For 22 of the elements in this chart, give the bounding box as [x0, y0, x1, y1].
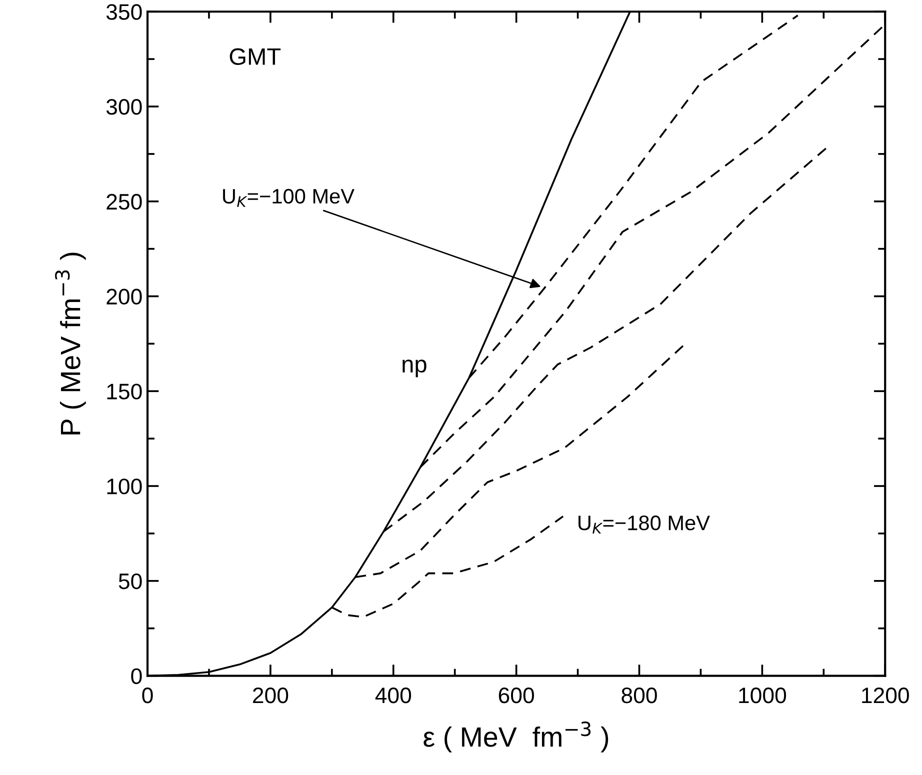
y-tick-label: 200: [106, 288, 142, 305]
annotation: U$_{K}$=−180 MeV: [578, 516, 710, 534]
y-axis-title: P ( MeV fm$^{−3}$ ): [55, 252, 86, 434]
x-axis-title: ε ( MeV fm$^{−3}$ ): [424, 722, 608, 752]
x-tick-label: 400: [375, 688, 412, 704]
x-tick-label: 0: [142, 688, 153, 704]
y-tick-label: 250: [106, 194, 142, 210]
x-tick-label: 1200: [862, 688, 909, 704]
y-tick-label: 300: [106, 99, 142, 115]
series-label: np: [402, 360, 426, 378]
x-tick-label: 600: [498, 688, 534, 704]
annotation: GMT: [230, 48, 281, 65]
y-tick-label: 50: [118, 573, 142, 590]
y-tick-label: 350: [106, 4, 142, 20]
x-tick-label: 800: [622, 688, 657, 704]
x-tick-label: 200: [253, 688, 288, 704]
y-tick-label: 150: [107, 384, 142, 400]
annotation: U$_{K}$=−100 MeV: [223, 188, 354, 207]
y-tick-label: 100: [107, 478, 142, 494]
y-tick-label: 0: [131, 668, 142, 684]
x-tick-label: 1000: [739, 688, 786, 704]
line-series: [331, 515, 564, 618]
